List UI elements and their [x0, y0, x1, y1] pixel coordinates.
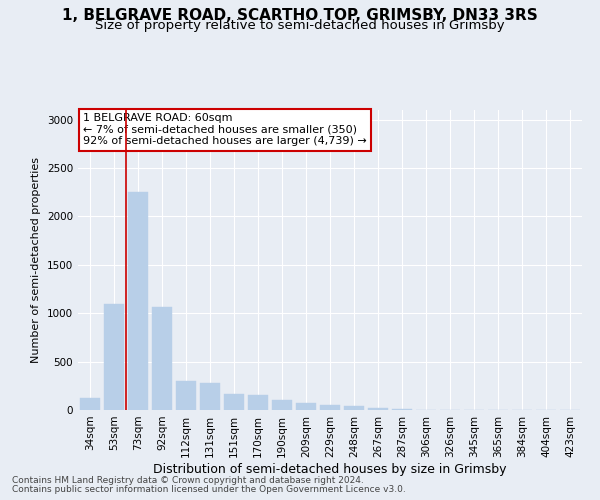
Text: Distribution of semi-detached houses by size in Grimsby: Distribution of semi-detached houses by …: [153, 462, 507, 475]
Bar: [272, 400, 292, 410]
Text: 1 BELGRAVE ROAD: 60sqm
← 7% of semi-detached houses are smaller (350)
92% of sem: 1 BELGRAVE ROAD: 60sqm ← 7% of semi-deta…: [83, 113, 367, 146]
Bar: [392, 409, 412, 410]
Bar: [80, 398, 100, 410]
Bar: [128, 192, 148, 410]
Bar: [176, 381, 196, 410]
Text: 1, BELGRAVE ROAD, SCARTHO TOP, GRIMSBY, DN33 3RS: 1, BELGRAVE ROAD, SCARTHO TOP, GRIMSBY, …: [62, 8, 538, 22]
Text: Contains public sector information licensed under the Open Government Licence v3: Contains public sector information licen…: [12, 485, 406, 494]
Text: Size of property relative to semi-detached houses in Grimsby: Size of property relative to semi-detach…: [95, 19, 505, 32]
Bar: [152, 308, 172, 410]
Bar: [320, 405, 340, 410]
Bar: [296, 402, 316, 410]
Bar: [200, 383, 220, 410]
Bar: [248, 394, 268, 410]
Text: Contains HM Land Registry data © Crown copyright and database right 2024.: Contains HM Land Registry data © Crown c…: [12, 476, 364, 485]
Bar: [368, 408, 388, 410]
Y-axis label: Number of semi-detached properties: Number of semi-detached properties: [31, 157, 41, 363]
Bar: [344, 406, 364, 410]
Bar: [224, 394, 244, 410]
Bar: [104, 304, 124, 410]
